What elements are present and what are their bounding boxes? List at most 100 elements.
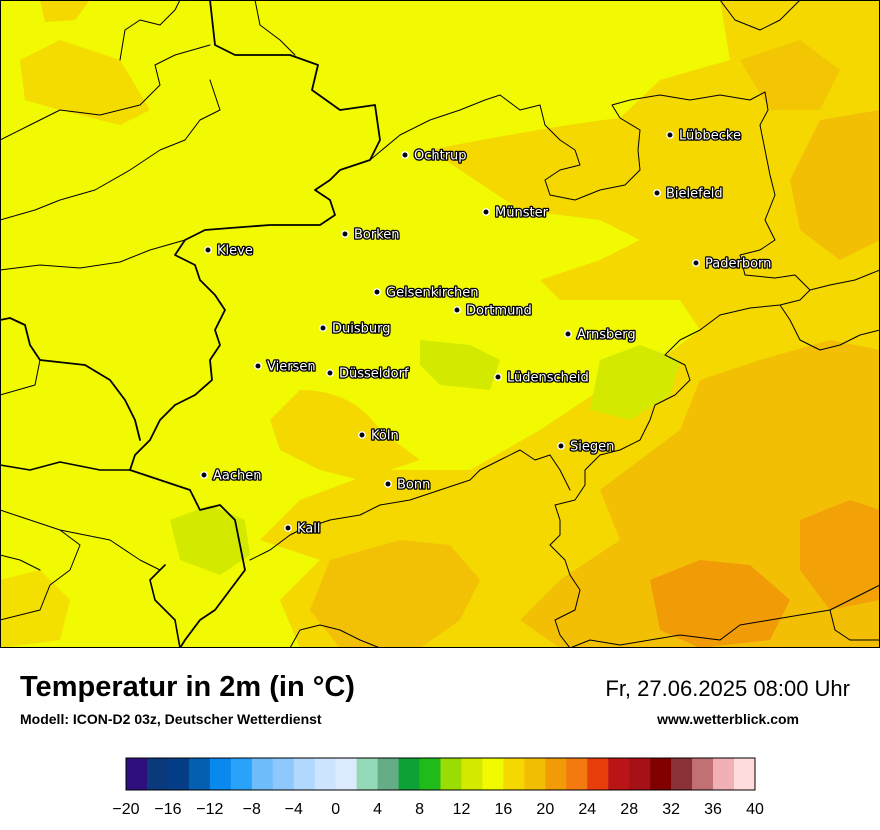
city-label: Bielefeld: [666, 187, 723, 202]
city-dot: [564, 330, 572, 338]
city-marker: Aachen: [200, 467, 263, 485]
city-marker: Dortmund: [453, 302, 533, 320]
city-dot: [284, 524, 292, 532]
legend-tick-label: −16: [154, 801, 181, 818]
legend-swatch: [692, 758, 714, 790]
legend-swatch: [251, 758, 274, 790]
legend-tick-label: 24: [578, 801, 596, 818]
legend-swatch: [461, 758, 483, 790]
city-label: Münster: [495, 206, 549, 221]
city-label: Kleve: [217, 244, 253, 259]
legend-swatch: [419, 758, 441, 790]
city-dot: [319, 324, 327, 332]
city-dot: [453, 306, 461, 314]
city-label: Siegen: [570, 440, 614, 455]
city-markers: Lübbecke Ochtrup Bielefeld Münster Kleve Bork…: [200, 127, 773, 538]
legend-tick-label: 12: [453, 801, 471, 818]
city-label: Lübbecke: [679, 129, 741, 144]
city-label: Aachen: [213, 469, 261, 484]
legend-swatch: [713, 758, 735, 790]
city-dot: [653, 189, 661, 197]
legend-tick-label: 8: [415, 801, 424, 818]
color-scale-legend: −20 −16 −12 −8 −4 0 4 8 12 16 20 24 28 32 36 40: [112, 757, 764, 818]
city-label: Düsseldorf: [339, 367, 409, 382]
city-marker: Köln: [358, 427, 400, 445]
city-label: Viersen: [267, 360, 316, 375]
city-marker: Paderborn: [692, 255, 773, 273]
legend-tick-label: 4: [373, 801, 382, 818]
city-dot: [200, 471, 208, 479]
city-marker: Ochtrup: [401, 147, 468, 165]
legend-swatch: [629, 758, 651, 790]
legend-tick-label: 28: [620, 801, 638, 818]
legend-swatch: [545, 758, 567, 790]
legend-swatch: [440, 758, 462, 790]
legend-tick-label: 0: [331, 801, 340, 818]
city-dot: [482, 208, 490, 216]
legend-swatch: [167, 758, 190, 790]
city-label: Kall: [297, 522, 321, 537]
city-marker: Borken: [341, 226, 401, 244]
border-lines: [0, 0, 880, 648]
legend-tick-label: −12: [196, 801, 223, 818]
city-label: Paderborn: [705, 257, 771, 272]
city-marker: Bielefeld: [653, 185, 724, 203]
city-label: Duisburg: [332, 322, 391, 337]
legend-tick-label: −20: [112, 801, 139, 818]
city-dot: [557, 442, 565, 450]
legend-swatch: [482, 758, 504, 790]
temperature-contours: [0, 0, 880, 648]
legend-tick-label: −4: [285, 801, 303, 818]
city-marker: Arnsberg: [564, 326, 637, 344]
legend-tick-label: −8: [243, 801, 261, 818]
legend-swatch: [398, 758, 420, 790]
city-label: Köln: [371, 429, 399, 444]
city-dot: [373, 288, 381, 296]
city-dot: [358, 431, 366, 439]
city-dot: [326, 369, 334, 377]
legend-swatch: [356, 758, 378, 790]
city-label: Gelsenkirchen: [386, 286, 479, 301]
legend-swatch: [188, 758, 211, 790]
legend-swatch: [524, 758, 546, 790]
city-marker: Kleve: [204, 242, 254, 260]
legend-swatch: [314, 758, 336, 790]
city-dot: [204, 246, 212, 254]
legend-swatch: [293, 758, 315, 790]
city-label: Arnsberg: [577, 328, 636, 343]
city-label: Lüdenscheid: [507, 371, 589, 386]
map-title: Temperatur in 2m (in °C): [20, 671, 355, 703]
city-dot: [341, 230, 349, 238]
city-dot: [254, 362, 262, 370]
city-marker: Kall: [284, 520, 322, 538]
legend-tick-label: 32: [662, 801, 680, 818]
legend-swatch: [230, 758, 253, 790]
legend-tick-label: 20: [536, 801, 554, 818]
legend-swatch: [272, 758, 295, 790]
city-marker: Gelsenkirchen: [373, 284, 480, 302]
city-marker: Viersen: [254, 358, 317, 376]
city-label: Dortmund: [466, 304, 532, 319]
forecast-datetime: Fr, 27.06.2025 08:00 Uhr: [605, 676, 850, 701]
legend-swatch: [146, 758, 169, 790]
city-marker: Lüdenscheid: [494, 369, 590, 387]
map-footer: Temperatur in 2m (in °C) Modell: ICON-D2…: [0, 648, 880, 830]
legend-tick-label: 40: [746, 801, 764, 818]
city-dot: [494, 373, 502, 381]
model-info: Modell: ICON-D2 03z, Deutscher Wetterdie…: [20, 711, 322, 727]
city-dot: [692, 259, 700, 267]
legend-swatch: [377, 758, 399, 790]
legend-swatch: [566, 758, 588, 790]
legend-swatch: [650, 758, 672, 790]
city-label: Borken: [354, 228, 400, 243]
website-link[interactable]: www.wetterblick.com: [657, 711, 799, 727]
legend-tick-label: 16: [495, 801, 513, 818]
city-marker: Lübbecke: [666, 127, 742, 145]
legend-swatch: [126, 758, 148, 790]
legend-swatch: [587, 758, 609, 790]
legend-swatch: [671, 758, 693, 790]
city-dot: [666, 131, 674, 139]
legend-swatch: [608, 758, 630, 790]
legend-swatch: [734, 758, 756, 790]
city-dot: [384, 480, 392, 488]
